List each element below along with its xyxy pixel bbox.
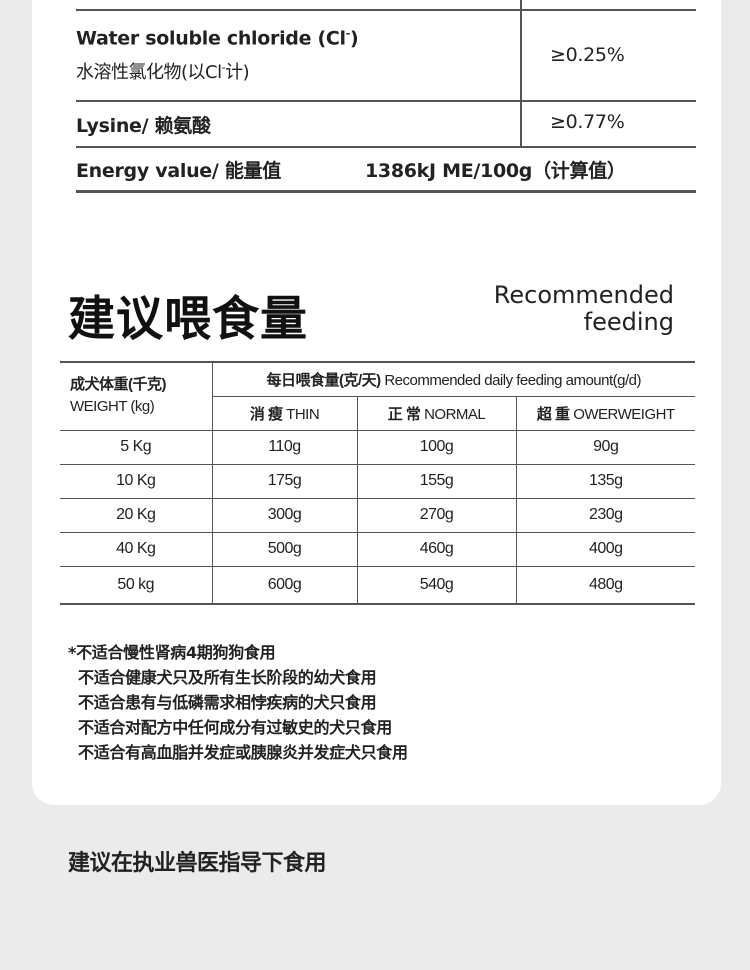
nutrient-value: ≥0.25% <box>550 44 625 66</box>
table-row: 50 kg 600g 540g 480g <box>60 565 695 605</box>
section-title: 建议喂食量 <box>68 292 308 347</box>
note-item: 不适合健康犬只及所有生长阶段的幼犬食用 <box>78 668 377 687</box>
cell: 100g <box>356 429 517 465</box>
amount-header: 每日喂食量(克/天) Recommended daily feeding amo… <box>211 361 695 397</box>
divider <box>76 146 696 148</box>
cell: 230g <box>515 497 695 533</box>
divider <box>76 190 696 193</box>
section-title-en: Recommended feeding <box>493 281 674 336</box>
cell: 155g <box>356 463 517 499</box>
nutrient-label-cn: 水溶性氯化物(以Cl-计) <box>76 61 250 83</box>
cell: 480g <box>515 565 695 605</box>
cell: 460g <box>356 531 517 567</box>
weight-cell: 20 Kg <box>60 497 213 533</box>
table-row: 20 Kg 300g 270g 230g <box>60 497 695 533</box>
weight-cell: 40 Kg <box>60 531 213 567</box>
divider <box>76 9 696 11</box>
table-row: 5 Kg 110g 100g 90g <box>60 429 695 465</box>
column-header-normal: 正 常 NORMAL <box>356 395 517 431</box>
column-header-overweight: 超 重 OWERWEIGHT <box>515 395 695 431</box>
nutrient-label: Water soluble chloride (Cl-) <box>76 27 359 50</box>
note-item: 不适合对配方中任何成分有过敏史的犬只食用 <box>78 718 393 737</box>
note-item: 不适合患有与低磷需求相悖疾病的犬只食用 <box>78 693 377 712</box>
column-header-thin: 消 瘦 THIN <box>212 395 358 431</box>
note-item: *不适合慢性肾病4期狗狗食用 <box>68 643 276 662</box>
table-row: 40 Kg 500g 460g 400g <box>60 531 695 567</box>
cell: 500g <box>211 531 358 567</box>
nutrient-label: Energy value/ 能量值 <box>76 160 281 182</box>
divider <box>76 100 696 102</box>
feeding-table: 成犬体重(千克) WEIGHT (kg) 每日喂食量(克/天) Recommend… <box>60 361 695 605</box>
weight-header: 成犬体重(千克) WEIGHT (kg) <box>60 361 213 431</box>
cell: 110g <box>211 429 358 465</box>
cell: 270g <box>356 497 517 533</box>
nutrient-label: Lysine/ 赖氨酸 <box>76 115 211 137</box>
warning-notes: *不适合慢性肾病4期狗狗食用 不适合健康犬只及所有生长阶段的幼犬食用 不适合患有… <box>68 640 408 765</box>
cell: 90g <box>515 429 695 465</box>
weight-cell: 5 Kg <box>60 429 213 465</box>
note-item: 不适合有高血脂并发症或胰腺炎并发症犬只食用 <box>78 743 408 762</box>
table-row: 10 Kg 175g 155g 135g <box>60 463 695 499</box>
cell: 600g <box>211 565 358 605</box>
weight-cell: 10 Kg <box>60 463 213 499</box>
cell: 135g <box>515 463 695 499</box>
cell: 175g <box>211 463 358 499</box>
divider <box>520 0 522 146</box>
cell: 300g <box>211 497 358 533</box>
weight-cell: 50 kg <box>60 565 213 605</box>
vet-advice: 建议在执业兽医指导下食用 <box>68 851 327 876</box>
nutrient-value: 1386kJ ME/100g（计算值） <box>365 160 626 182</box>
cell: 400g <box>515 531 695 567</box>
nutrient-value: ≥0.77% <box>550 111 625 133</box>
cell: 540g <box>356 565 517 605</box>
